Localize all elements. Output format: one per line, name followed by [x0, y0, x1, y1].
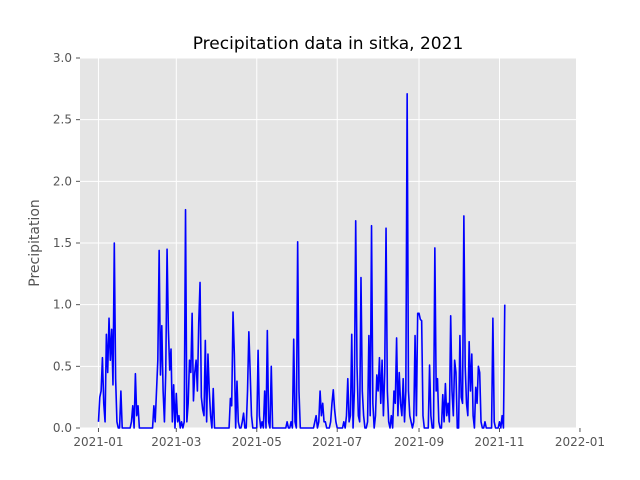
series-line-precipitation [97, 92, 506, 429]
grid [80, 57, 581, 429]
x-tick-label: 2021-09 [394, 435, 444, 449]
chart-title: Precipitation data in sitka, 2021 [193, 34, 464, 54]
x-axis: 2021-01 2021-03 2021-05 2021-07 2021-09 2021-… [73, 428, 605, 449]
x-tick-label: 2021-01 [73, 435, 123, 449]
y-tick-label: 2.5 [53, 113, 72, 127]
x-tick-label: 2022-01 [555, 435, 605, 449]
y-axis-label: Precipitation [27, 199, 43, 287]
y-axis: 0.0 0.5 1.0 1.5 2.0 2.5 3.0 [53, 51, 80, 435]
x-tick-label: 2021-05 [232, 435, 282, 449]
y-tick-label: 1.0 [53, 298, 72, 312]
x-tick-label: 2021-11 [474, 435, 524, 449]
x-tick-label: 2021-03 [151, 435, 201, 449]
x-tick-label: 2021-07 [312, 435, 362, 449]
y-tick-label: 0.5 [53, 359, 72, 373]
y-tick-label: 1.5 [53, 236, 72, 250]
y-tick-label: 3.0 [53, 51, 72, 65]
y-tick-label: 2.0 [53, 174, 72, 188]
y-tick-label: 0.0 [53, 421, 72, 435]
